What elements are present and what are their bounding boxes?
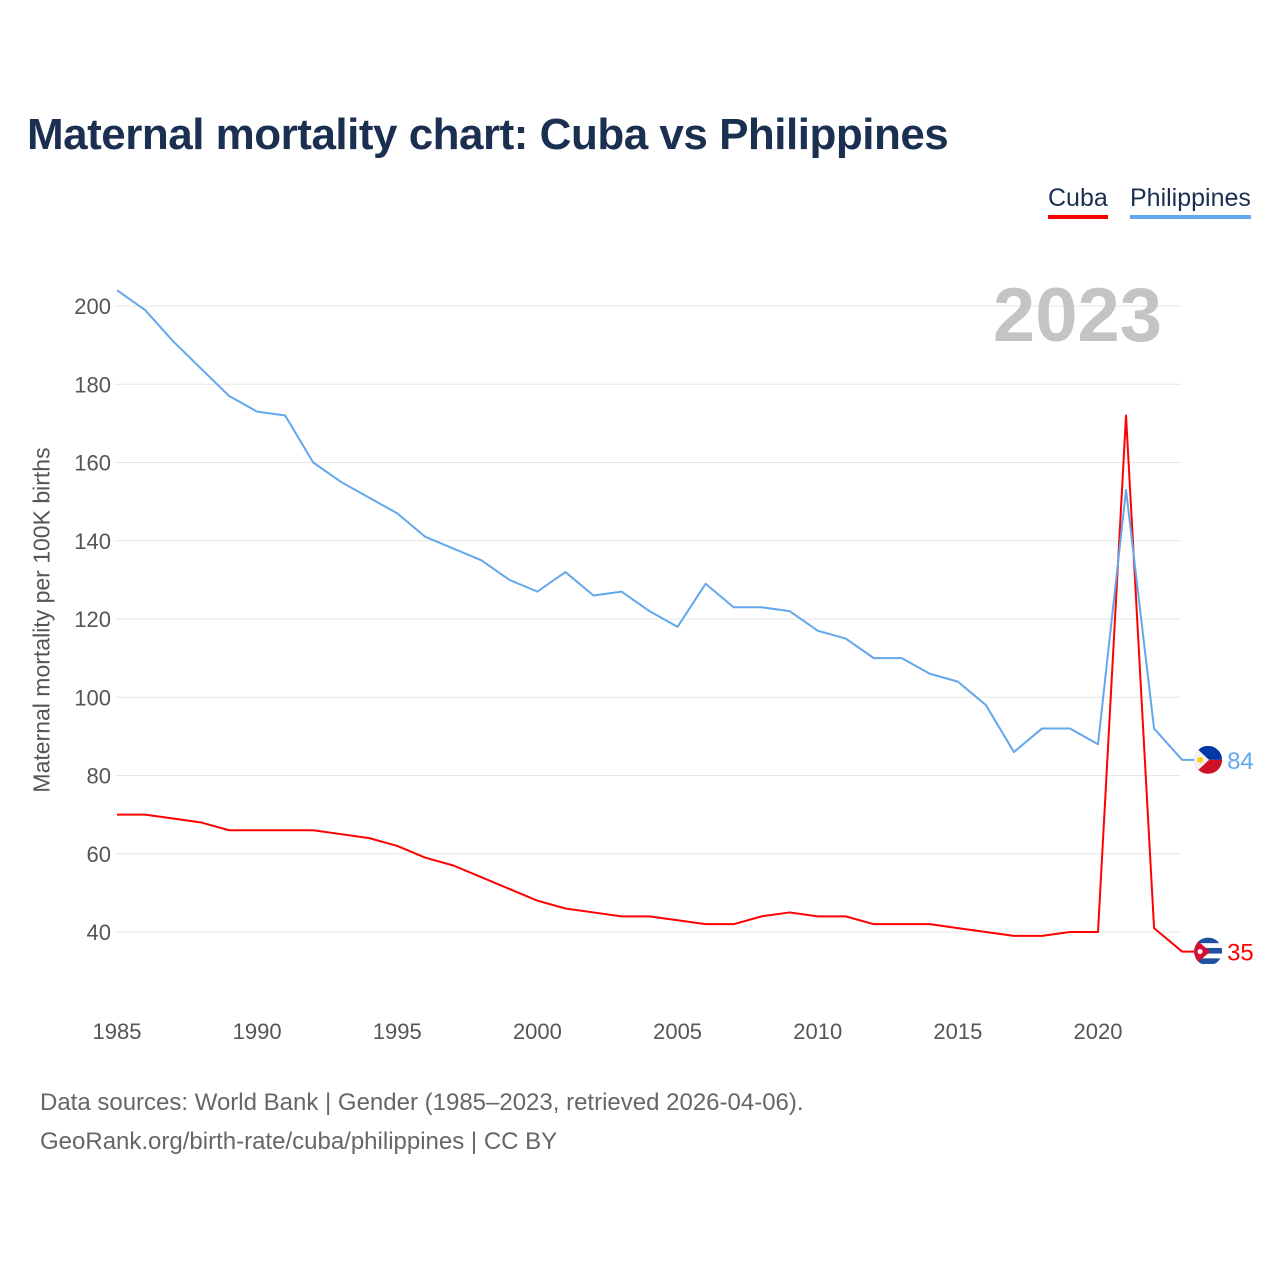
- year-label: 2023: [992, 273, 1162, 358]
- legend-item-philippines[interactable]: Philippines: [1130, 184, 1251, 219]
- chart-title: Maternal mortality chart: Cuba vs Philip…: [27, 110, 949, 159]
- y-tick-label: 100: [74, 685, 111, 710]
- philippines-flag-icon: [1194, 745, 1223, 774]
- x-tick-label: 2015: [933, 1019, 982, 1044]
- x-tick-label: 2000: [513, 1019, 562, 1044]
- y-axis-label: Maternal mortality per 100K births: [28, 447, 55, 793]
- end-value-label-cuba: 35: [1227, 940, 1254, 967]
- y-tick-label: 180: [74, 372, 111, 397]
- y-tick-label: 40: [87, 920, 111, 945]
- y-tick-label: 80: [87, 764, 111, 789]
- end-value-label-philippines: 84: [1227, 748, 1254, 775]
- legend-item-cuba[interactable]: Cuba: [1048, 184, 1108, 219]
- y-tick-label: 60: [87, 842, 111, 867]
- y-tick-label: 140: [74, 529, 111, 554]
- x-tick-label: 1990: [233, 1019, 282, 1044]
- y-tick-label: 160: [74, 451, 111, 476]
- x-tick-label: 1995: [373, 1019, 422, 1044]
- x-tick-label: 1985: [93, 1019, 142, 1044]
- source-url[interactable]: GeoRank.org/birth-rate/cuba/philippines …: [40, 1128, 558, 1155]
- x-tick-label: 2010: [793, 1019, 842, 1044]
- source-line: Data sources: World Bank | Gender (1985–…: [40, 1089, 804, 1116]
- x-tick-label: 2005: [653, 1019, 702, 1044]
- series-line-cuba: [117, 414, 1195, 953]
- y-tick-label: 200: [74, 294, 111, 319]
- series-line-philippines: [116, 289, 1195, 761]
- x-tick-label: 2020: [1074, 1019, 1123, 1044]
- y-tick-label: 120: [74, 607, 111, 632]
- cuba-flag-icon: [1194, 937, 1223, 966]
